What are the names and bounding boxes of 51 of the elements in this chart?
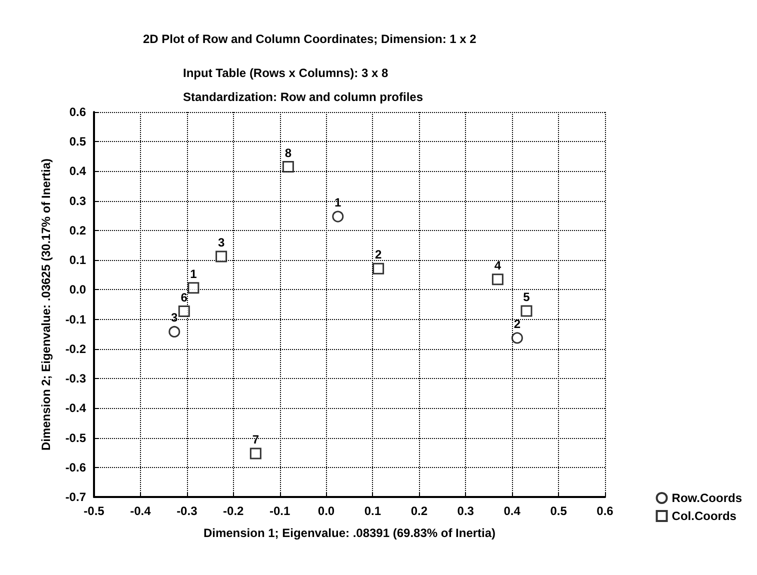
point	[520, 305, 532, 317]
point	[492, 274, 504, 286]
y-tick-label: 0.0	[69, 282, 86, 297]
point	[511, 332, 523, 344]
legend-label: Row.Coords	[672, 491, 742, 505]
point	[282, 161, 294, 173]
x-tick-label: 0.6	[596, 504, 614, 518]
y-tick-label: 0.4	[69, 164, 86, 178]
x-tick-label: -0.3	[176, 504, 198, 518]
y-tick-label: 0.2	[69, 223, 86, 238]
point	[168, 326, 180, 338]
x-tick-label: 0.2	[410, 504, 428, 518]
legend-label: Col.Coords	[672, 509, 737, 523]
annotation: 2	[374, 248, 382, 262]
y-tick-label: -0.1	[65, 312, 86, 326]
y-tick-label: -0.4	[65, 401, 86, 416]
x-tick-label: 0.5	[550, 504, 568, 518]
y-tick-label: -0.6	[65, 460, 86, 474]
y-tick-label: 0.1	[69, 253, 86, 268]
point	[250, 448, 262, 460]
x-tick-label: 0.0	[318, 504, 335, 518]
y-tick-label: -0.3	[65, 372, 86, 386]
annotation: 1	[190, 266, 198, 281]
annotation: 2	[514, 316, 521, 331]
x-tick-label: -0.2	[223, 504, 244, 518]
chart-subtitle: Input Table (Rows x Columns): 3 x 8 Standardization: Row and column profiles	[183, 66, 424, 104]
y-tick-label: 0.3	[69, 194, 86, 208]
annotation: 4	[494, 258, 502, 272]
y-tick-label: -0.7	[65, 490, 86, 504]
point	[178, 306, 190, 318]
y-tick-label: 0.6	[69, 105, 86, 119]
annotation: 6	[180, 290, 188, 304]
x-tick-label: -0.1	[269, 504, 290, 518]
x-tick-label: -0.5	[84, 504, 105, 518]
annotation: 8	[284, 146, 292, 160]
y-axis-title: Dimension 2; Eigenvalue: .03625 (30.17% of Inertia)	[39, 158, 53, 451]
annotation: 5	[523, 290, 530, 304]
x-tick-label: 0.1	[364, 504, 382, 518]
y-tick-label: 0.5	[69, 134, 86, 149]
y-tick-label: -0.5	[65, 430, 86, 445]
x-tick-label: -0.4	[130, 504, 152, 518]
chart-title: 2D Plot of Row and Column Coordinates; Dimension: 1 x 2	[143, 32, 477, 46]
y-tick-label: -0.2	[65, 342, 86, 356]
x-tick-label: 0.4	[504, 504, 521, 518]
annotation: 3	[218, 236, 225, 250]
point	[188, 282, 200, 294]
x-tick-label: 0.3	[457, 504, 474, 518]
point	[216, 250, 228, 262]
point	[332, 210, 344, 222]
point	[372, 262, 384, 274]
x-axis-title: Dimension 1; Eigenvalue: .08391 (69.83% of Inertia)	[203, 526, 496, 540]
